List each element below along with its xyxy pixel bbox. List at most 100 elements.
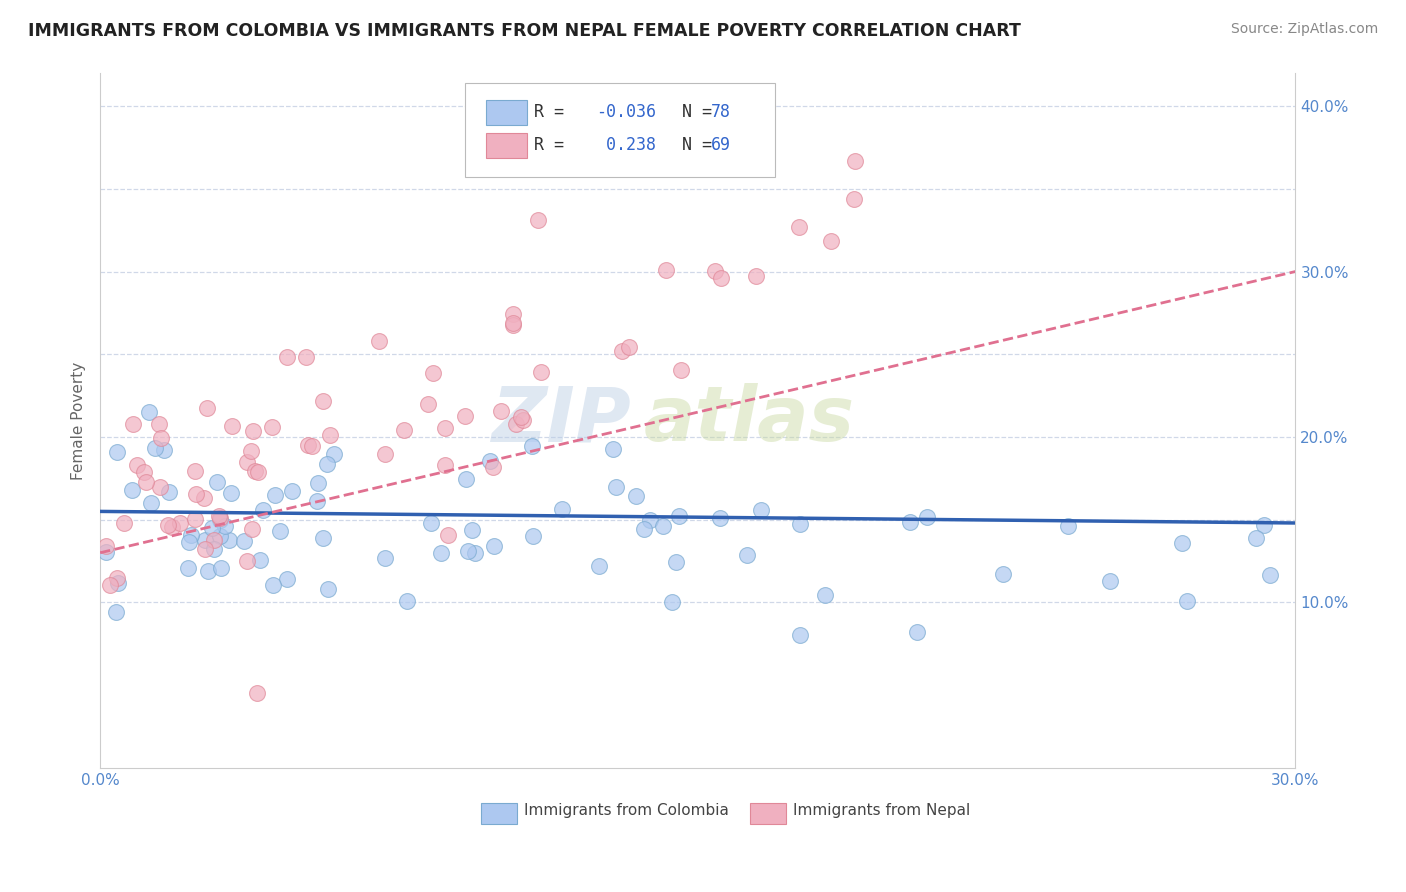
Point xyxy=(260,420,283,434)
Point xyxy=(1057,519,1080,533)
Point xyxy=(107,575,129,590)
Text: IMMIGRANTS FROM COLOMBIA VS IMMIGRANTS FROM NEPAL FEMALE POVERTY CORRELATION CHA: IMMIGRANTS FROM COLOMBIA VS IMMIGRANTS F… xyxy=(28,22,1021,40)
Point xyxy=(491,404,513,418)
Text: N =: N = xyxy=(662,136,721,153)
Text: 0.238: 0.238 xyxy=(596,136,657,153)
Point xyxy=(612,343,634,358)
Point xyxy=(661,595,683,609)
Point xyxy=(751,502,773,516)
Point xyxy=(605,479,627,493)
Point xyxy=(374,550,396,565)
Point xyxy=(416,397,439,411)
Point xyxy=(665,555,688,569)
Point xyxy=(207,475,229,490)
Point xyxy=(319,428,342,442)
Point xyxy=(624,489,647,503)
Point xyxy=(157,485,180,500)
Point xyxy=(710,270,733,285)
Point xyxy=(194,542,217,557)
Point xyxy=(1253,517,1275,532)
Point xyxy=(194,533,217,548)
FancyBboxPatch shape xyxy=(465,84,776,178)
Point xyxy=(396,594,419,608)
Point xyxy=(219,485,242,500)
Point xyxy=(323,447,346,461)
Point xyxy=(527,213,550,227)
Point xyxy=(160,520,183,534)
Text: R =: R = xyxy=(534,136,574,153)
Point xyxy=(668,509,690,524)
Point xyxy=(236,554,259,568)
Point xyxy=(297,437,319,451)
FancyBboxPatch shape xyxy=(486,133,527,158)
Point xyxy=(464,545,486,559)
Point xyxy=(295,350,318,364)
Point xyxy=(434,421,457,435)
Point xyxy=(1175,593,1198,607)
Point xyxy=(709,511,731,525)
Text: ZIP: ZIP xyxy=(492,384,633,458)
Point xyxy=(530,365,553,379)
Text: -0.036: -0.036 xyxy=(596,103,657,120)
Point xyxy=(482,539,505,553)
Point xyxy=(201,521,224,535)
Point xyxy=(104,605,127,619)
Point xyxy=(149,480,172,494)
Point xyxy=(242,424,264,438)
Point xyxy=(522,439,544,453)
Point xyxy=(316,457,339,471)
Point xyxy=(993,566,1015,581)
Point xyxy=(208,529,231,543)
Point xyxy=(179,535,201,549)
Point xyxy=(419,516,441,530)
Point xyxy=(252,503,274,517)
Point xyxy=(180,527,202,541)
Point xyxy=(153,442,176,457)
Point xyxy=(246,465,269,479)
Point xyxy=(898,516,921,530)
Point xyxy=(669,363,692,377)
Point xyxy=(276,572,298,586)
Point xyxy=(214,519,236,533)
Point xyxy=(246,686,269,700)
Point xyxy=(368,334,391,348)
Point xyxy=(1099,574,1122,588)
Point xyxy=(312,531,335,545)
Point xyxy=(461,523,484,537)
Point xyxy=(745,268,768,283)
Point xyxy=(789,628,811,642)
Text: Immigrants from Colombia: Immigrants from Colombia xyxy=(524,804,730,819)
Point xyxy=(510,409,533,424)
Point xyxy=(312,393,335,408)
FancyBboxPatch shape xyxy=(481,804,517,824)
Point xyxy=(602,442,624,456)
Text: 78: 78 xyxy=(711,103,731,120)
Point xyxy=(139,496,162,510)
Point xyxy=(479,454,502,468)
Point xyxy=(454,409,477,424)
Point xyxy=(122,417,145,431)
Point xyxy=(263,488,285,502)
Text: Source: ZipAtlas.com: Source: ZipAtlas.com xyxy=(1230,22,1378,37)
Point xyxy=(281,483,304,498)
Point xyxy=(430,546,453,560)
Point xyxy=(316,582,339,597)
Point xyxy=(703,264,725,278)
Point xyxy=(551,502,574,516)
Point xyxy=(512,413,534,427)
Point xyxy=(249,553,271,567)
Point xyxy=(735,549,758,563)
Point xyxy=(588,559,610,574)
Point xyxy=(262,578,284,592)
Point xyxy=(239,444,262,458)
Point xyxy=(232,534,254,549)
Point xyxy=(481,460,503,475)
Point xyxy=(156,517,179,532)
Point xyxy=(193,491,215,506)
Point xyxy=(208,513,231,527)
Point xyxy=(434,458,457,472)
Point xyxy=(208,509,231,524)
Point xyxy=(392,423,415,437)
Point xyxy=(1260,567,1282,582)
Point xyxy=(787,219,810,234)
